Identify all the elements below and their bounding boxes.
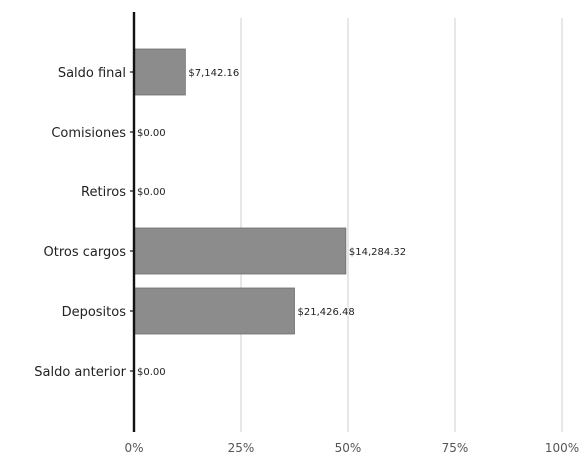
category-label: Depositos [62, 305, 127, 320]
x-tick-label: 0% [124, 441, 143, 455]
bar [133, 227, 347, 275]
data-label: $21,426.48 [298, 307, 355, 318]
axes [130, 12, 136, 432]
data-label: $0.00 [137, 367, 166, 378]
labels: 0% 25% 50% 75% 100% Saldo final $7,142.16 Comis… [34, 66, 579, 455]
data-label: $0.00 [137, 128, 166, 139]
bars [133, 48, 347, 335]
category-label: Retiros [81, 185, 126, 200]
x-tick-label: 50% [335, 441, 362, 455]
category-label: Saldo anterior [34, 365, 126, 380]
category-label: Saldo final [58, 66, 126, 81]
bar [133, 287, 295, 335]
data-label: $14,284.32 [349, 247, 406, 258]
gridlines [240, 18, 563, 432]
data-label: $7,142.16 [188, 68, 239, 79]
x-tick-label: 100% [545, 441, 579, 455]
category-label: Comisiones [51, 126, 126, 141]
x-tick-label: 75% [442, 441, 469, 455]
data-label: $0.00 [137, 187, 166, 198]
category-label: Otros cargos [44, 245, 127, 260]
bar [133, 48, 186, 96]
x-tick-label: 25% [228, 441, 255, 455]
